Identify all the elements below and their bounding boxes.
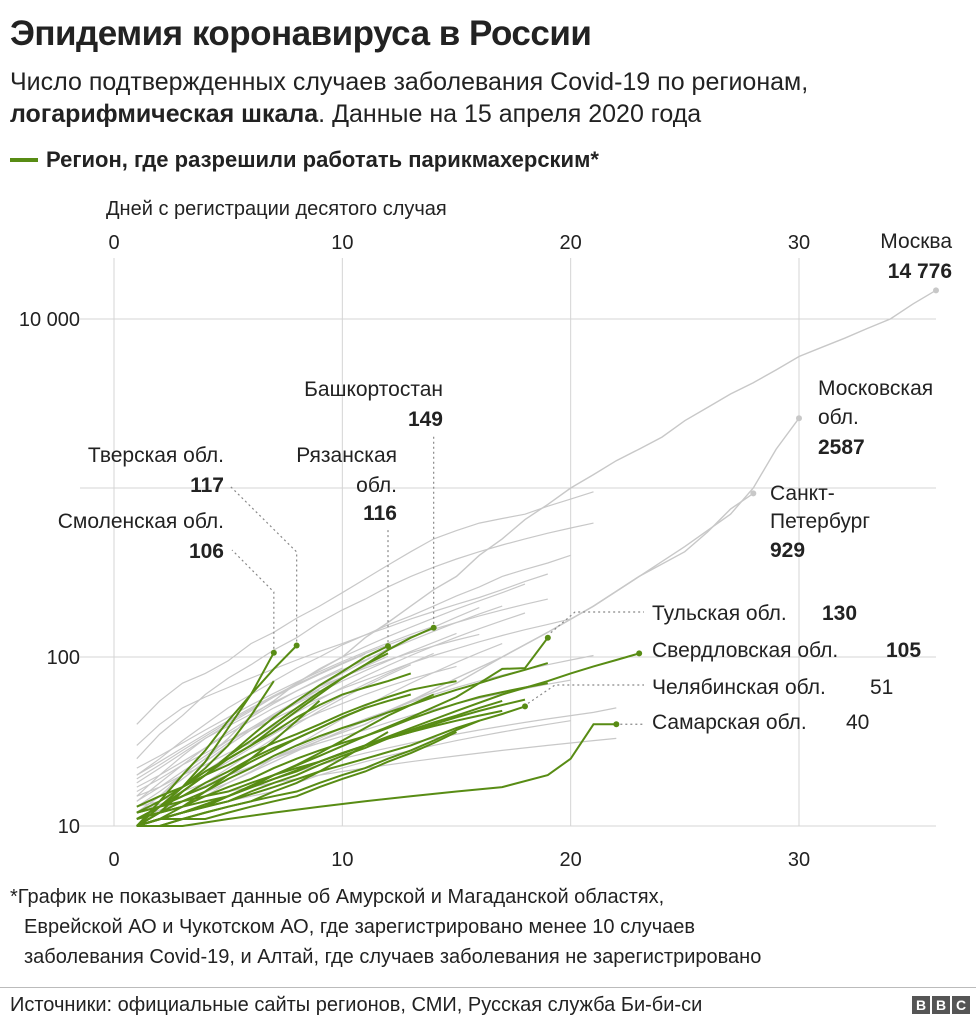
series-end-point bbox=[613, 721, 620, 728]
series-line-labeled bbox=[136, 492, 754, 814]
label-samara-value: 40 bbox=[846, 711, 869, 734]
x-tick-label-bottom: 20 bbox=[560, 849, 582, 871]
footnote-line-1: *График не показывает данные об Амурской… bbox=[10, 886, 665, 908]
footnote-line-3: заболевания Covid-19, и Алтай, где случа… bbox=[24, 946, 762, 968]
legend-label: Регион, где разрешили работать парикмахе… bbox=[46, 147, 599, 172]
x-tick-label-top: 0 bbox=[108, 232, 119, 254]
bbc-logo-letter-3: C bbox=[952, 996, 970, 1014]
series-line-gray bbox=[136, 554, 571, 776]
label-tula-name: Тульская обл. bbox=[652, 602, 787, 625]
label-ryazan-name-1: Рязанская bbox=[296, 444, 397, 467]
y-tick-label: 10 000 bbox=[19, 309, 80, 331]
series-line-gray bbox=[136, 605, 503, 784]
series-line-gray bbox=[136, 625, 434, 769]
label-sverdlovsk-name: Свердловская обл. bbox=[652, 639, 838, 662]
leader-tver bbox=[229, 485, 298, 642]
series-line-gray bbox=[136, 522, 594, 760]
bbc-logo-letter-2: B bbox=[932, 996, 950, 1014]
series-line-gray bbox=[136, 653, 366, 780]
series-line-gray bbox=[136, 665, 457, 797]
label-sverdlovsk-value: 105 bbox=[886, 639, 921, 662]
annotation-layer: Москва 14 776 Московская обл. 2587 Санкт- Пете… bbox=[58, 230, 953, 734]
source-text: Источники: официальные сайты регионов, С… bbox=[10, 994, 703, 1016]
label-moscow-value: 14 776 bbox=[888, 260, 952, 283]
series-end-point bbox=[750, 490, 757, 497]
series-end-point bbox=[522, 703, 528, 710]
label-mos-obl-value: 2587 bbox=[818, 436, 865, 459]
series-line-labeled bbox=[136, 289, 937, 814]
label-bashkortostan-value: 149 bbox=[408, 408, 443, 431]
label-moscow-name: Москва bbox=[880, 230, 952, 253]
series-end-point bbox=[293, 642, 300, 649]
series-line-labeled bbox=[136, 723, 617, 827]
x-axis-title: Дней с регистрации десятого случая bbox=[106, 198, 447, 220]
subtitle-text-1: Число подтвержденных случаев заболевания… bbox=[10, 68, 809, 96]
series-line-green bbox=[136, 680, 457, 808]
footnote: *График не показывает данные об Амурской… bbox=[10, 882, 960, 972]
chart-legend: Регион, где разрешили работать парикмахе… bbox=[10, 147, 599, 173]
y-tick-label: 10 bbox=[58, 816, 80, 838]
label-tula-value: 130 bbox=[822, 602, 857, 625]
grid-layer: 0 0 10 10 20 20 30 30 Дней с регистрации десятог… bbox=[19, 198, 936, 871]
label-mos-obl-name-2: обл. bbox=[818, 406, 859, 429]
y-tick-label: 100 bbox=[47, 647, 80, 669]
label-ryazan-value: 116 bbox=[363, 502, 397, 525]
label-smolensk-value: 106 bbox=[189, 540, 224, 563]
series-end-point bbox=[933, 287, 939, 294]
label-mos-obl-name-1: Московская bbox=[818, 377, 933, 400]
series-line-gray bbox=[136, 667, 343, 802]
legend-swatch-green bbox=[10, 158, 38, 162]
footer-divider bbox=[0, 987, 976, 988]
series-end-point bbox=[385, 643, 391, 650]
series-line-labeled bbox=[136, 644, 298, 827]
label-tver-value: 117 bbox=[190, 474, 224, 497]
leader-chelyabinsk bbox=[527, 684, 644, 704]
label-spb-name-2: Петербург bbox=[770, 510, 870, 533]
series-line-labeled bbox=[136, 652, 275, 827]
label-bashkortostan-name: Башкортостан bbox=[304, 378, 443, 401]
series-line-gray bbox=[136, 618, 571, 793]
label-smolensk-name: Смоленская обл. bbox=[58, 510, 224, 533]
label-spb-name-1: Санкт- bbox=[770, 482, 835, 505]
series-line-labeled bbox=[136, 705, 526, 827]
series-line-gray bbox=[136, 491, 594, 725]
footnote-line-2: Еврейской АО и Чукотском АО, где зарегис… bbox=[24, 916, 696, 938]
bbc-logo: B B C bbox=[912, 996, 970, 1014]
subtitle-bold-text: логарифмическая шкала bbox=[10, 100, 319, 128]
chart-title: Эпидемия коронавируса в России bbox=[10, 14, 592, 53]
series-line-labeled bbox=[136, 652, 640, 827]
label-ryazan-name-2: обл. bbox=[356, 474, 397, 497]
leader-tula bbox=[550, 611, 644, 634]
series-line-labeled bbox=[136, 645, 389, 827]
highlight-series-layer bbox=[136, 624, 643, 827]
series-line-green bbox=[136, 731, 457, 827]
series-line-gray bbox=[136, 573, 548, 746]
leader-smolensk bbox=[231, 549, 275, 649]
x-tick-label-top: 30 bbox=[788, 232, 810, 254]
x-tick-label-bottom: 10 bbox=[331, 849, 353, 871]
series-end-point bbox=[270, 649, 277, 656]
chart-canvas: 0 0 10 10 20 20 30 30 Дней с регистрации десятог… bbox=[19, 198, 953, 871]
label-chelyabinsk-name: Челябинская обл. bbox=[652, 676, 826, 699]
label-spb-value: 929 bbox=[770, 539, 805, 562]
label-tver-name: Тверская обл. bbox=[88, 444, 224, 467]
series-end-point bbox=[430, 624, 437, 631]
bbc-logo-letter-1: B bbox=[912, 996, 930, 1014]
series-line-gray bbox=[136, 598, 548, 776]
series-line-green bbox=[136, 700, 321, 827]
x-tick-label-top: 20 bbox=[560, 232, 582, 254]
series-end-point bbox=[796, 415, 802, 422]
subtitle-text-2: . Данные на 15 апреля 2020 года bbox=[318, 100, 702, 128]
label-chelyabinsk-value: 51 bbox=[870, 676, 893, 699]
gray-series-layer bbox=[136, 287, 939, 827]
series-end-point bbox=[544, 634, 551, 641]
x-tick-label-bottom: 30 bbox=[788, 849, 810, 871]
x-tick-label-top: 10 bbox=[331, 232, 353, 254]
chart-subtitle: Число подтвержденных случаев заболевания… bbox=[10, 66, 970, 130]
series-end-point bbox=[636, 650, 643, 657]
series-line-gray bbox=[136, 633, 480, 788]
x-tick-label-bottom: 0 bbox=[108, 849, 119, 871]
label-samara-name: Самарская обл. bbox=[652, 711, 807, 734]
